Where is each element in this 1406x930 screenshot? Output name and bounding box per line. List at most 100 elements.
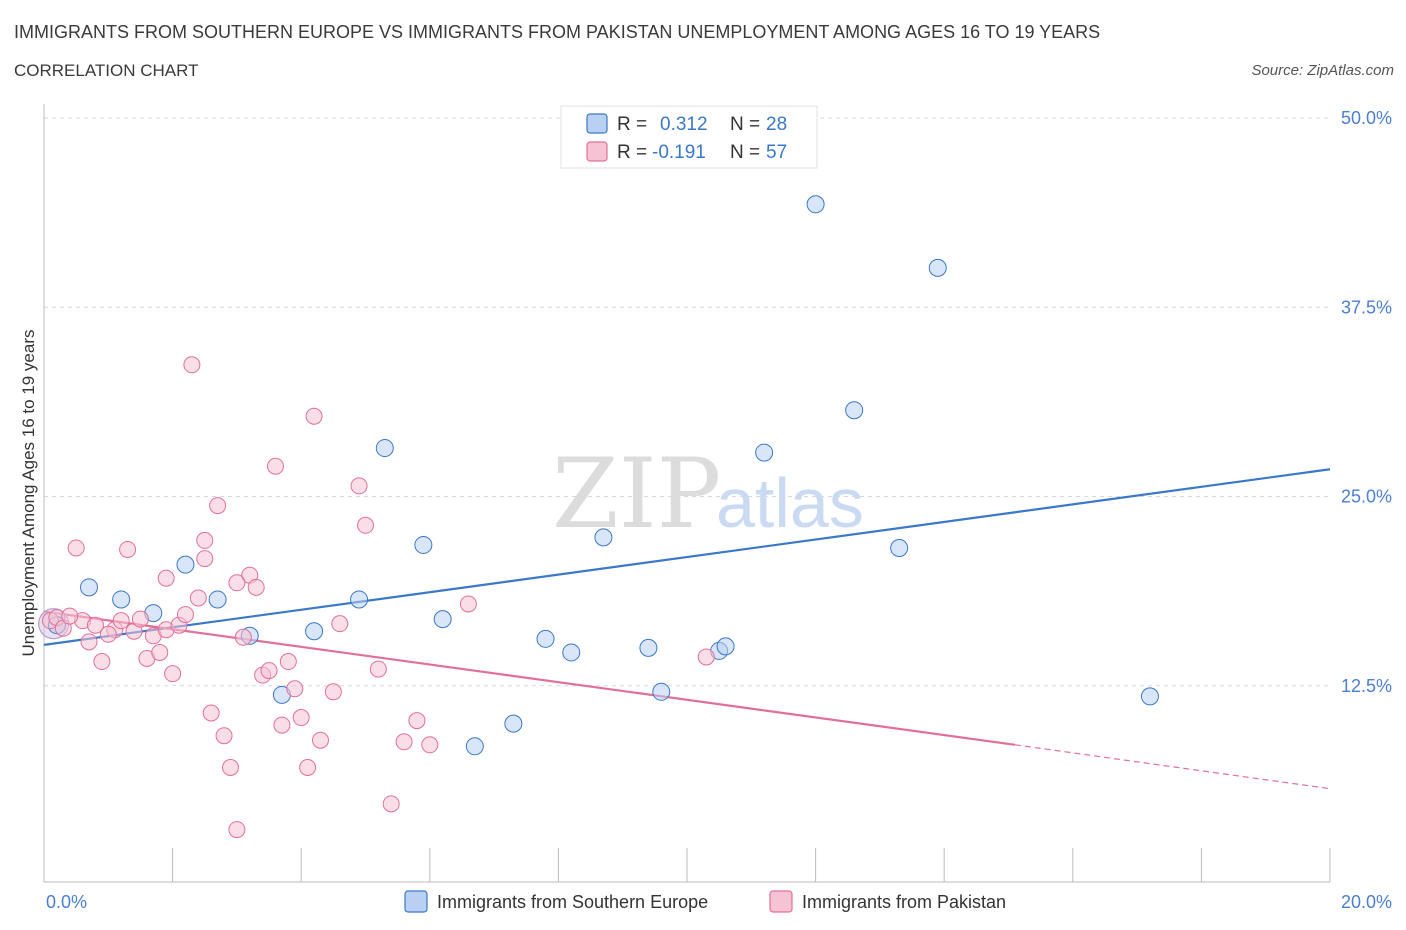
- bottom-legend-label-southern-europe: Immigrants from Southern Europe: [437, 892, 708, 912]
- y-tick-labels: 12.5% 25.0% 37.5% 50.0%: [1341, 108, 1392, 696]
- point-pakistan-43: [350, 477, 368, 495]
- legend-n-label-2: N =: [730, 142, 760, 163]
- x-tick-label-min: 0.0%: [46, 892, 87, 912]
- point-pakistan-6: [86, 616, 104, 634]
- point-pakistan-22: [196, 550, 214, 568]
- point-pakistan-37: [292, 709, 310, 727]
- point-pakistan-30: [247, 578, 265, 596]
- legend-n-value-1: 28: [766, 114, 787, 135]
- x-tick-labels: 0.0% 20.0%: [46, 892, 1392, 912]
- point-pakistan-9: [112, 612, 130, 630]
- point-pakistan-39: [305, 407, 323, 425]
- point-southern-europe-14: [504, 714, 523, 733]
- bottom-legend: Immigrants from Southern Europe Immigran…: [404, 890, 1006, 913]
- point-pakistan-23: [202, 704, 220, 722]
- point-southern-europe-5: [208, 590, 227, 609]
- legend-r-label-2: R =: [617, 142, 647, 163]
- point-pakistan-50: [459, 595, 477, 613]
- point-pakistan-56: [697, 648, 715, 666]
- legend-r-label-1: R =: [617, 114, 647, 135]
- point-pakistan-17: [164, 665, 182, 683]
- y-tick-label-2: 37.5%: [1341, 297, 1392, 317]
- point-southern-europe-4: [176, 555, 195, 574]
- point-southern-europe-12: [433, 610, 452, 629]
- trend-lines: [43, 468, 1331, 790]
- watermark-zip: ZIP: [552, 438, 721, 550]
- point-southern-europe-25: [890, 538, 909, 557]
- point-southern-europe-9: [350, 590, 369, 609]
- legend-swatch-southern-europe: [586, 113, 608, 134]
- point-southern-europe-24: [845, 401, 864, 420]
- axes: [43, 104, 1331, 883]
- y-tick-label-1: 25.0%: [1341, 487, 1392, 507]
- legend-r-value-1: 0.312: [660, 114, 708, 135]
- chart-subtitle: CORRELATION CHART: [14, 61, 199, 80]
- point-pakistan-3: [67, 539, 85, 557]
- source-label: Source: ZipAtlas.com: [1251, 62, 1394, 79]
- chart-title: IMMIGRANTS FROM SOUTHERN EUROPE VS IMMIG…: [14, 22, 1101, 42]
- point-southern-europe-15: [536, 629, 555, 648]
- point-pakistan-55: [228, 574, 246, 592]
- point-pakistan-21: [189, 589, 207, 607]
- point-southern-europe-1: [80, 578, 99, 597]
- point-pakistan-35: [279, 653, 297, 671]
- point-pakistan-12: [131, 610, 149, 628]
- point-pakistan-10: [119, 540, 137, 558]
- point-pakistan-25: [215, 727, 233, 745]
- point-southern-europe-21: [716, 637, 735, 656]
- point-pakistan-26: [221, 759, 239, 777]
- point-pakistan-36: [286, 680, 304, 698]
- point-pakistan-24: [209, 497, 227, 515]
- point-pakistan-48: [408, 712, 426, 730]
- point-pakistan-41: [324, 683, 342, 701]
- point-pakistan-5: [80, 633, 98, 651]
- legend-r-value-2: -0.191: [652, 142, 706, 163]
- point-pakistan-15: [151, 643, 169, 661]
- point-southern-europe-10: [375, 439, 394, 458]
- point-pakistan-28: [234, 628, 252, 646]
- trend-line-pakistan-extension: [1014, 744, 1331, 790]
- x-tick-label-max: 20.0%: [1341, 892, 1392, 912]
- point-southern-europe-26: [928, 258, 947, 277]
- point-pakistan-45: [369, 660, 387, 678]
- point-pakistan-42: [331, 615, 349, 633]
- point-pakistan-44: [357, 516, 374, 534]
- legend-n-label-1: N =: [730, 114, 760, 135]
- trend-line-pakistan: [43, 610, 1016, 746]
- point-southern-europe-19: [652, 682, 671, 701]
- y-tick-label-0: 12.5%: [1341, 676, 1392, 696]
- point-pakistan-40: [311, 731, 329, 749]
- trend-line-southern-europe: [43, 468, 1331, 646]
- y-axis-title: Unemployment Among Ages 16 to 19 years: [19, 330, 38, 657]
- point-pakistan-47: [395, 733, 413, 751]
- point-pakistan-49: [421, 736, 439, 754]
- point-southern-europe-18: [639, 638, 658, 657]
- y-tick-label-3: 50.0%: [1341, 108, 1392, 128]
- point-pakistan-19: [176, 606, 194, 624]
- data-points: [38, 195, 1159, 839]
- point-pakistan-38: [299, 759, 317, 777]
- watermark-atlas: atlas: [716, 464, 864, 542]
- point-pakistan-33: [266, 457, 284, 475]
- point-pakistan-51: [99, 625, 117, 643]
- point-pakistan-7: [93, 653, 111, 671]
- point-southern-europe-27: [1140, 687, 1159, 706]
- legend-n-value-2: 57: [766, 142, 787, 163]
- point-southern-europe-2: [112, 590, 131, 609]
- bottom-legend-label-pakistan: Immigrants from Pakistan: [802, 892, 1006, 912]
- point-pakistan-27: [228, 821, 246, 839]
- point-southern-europe-17: [594, 528, 613, 547]
- point-pakistan-34: [273, 716, 291, 734]
- point-pakistan-53: [196, 531, 214, 549]
- top-legend: R = 0.312 N = 28 R = -0.191 N = 57: [560, 105, 818, 169]
- point-southern-europe-22: [755, 443, 774, 462]
- point-pakistan-20: [183, 356, 201, 374]
- legend-swatch-pakistan: [586, 141, 608, 162]
- watermark: ZIP atlas: [552, 438, 864, 550]
- bottom-legend-swatch-southern-europe: [404, 890, 428, 913]
- point-pakistan-52: [157, 569, 175, 587]
- point-pakistan-32: [260, 662, 278, 680]
- bottom-legend-swatch-pakistan: [769, 890, 793, 913]
- point-southern-europe-16: [562, 643, 581, 662]
